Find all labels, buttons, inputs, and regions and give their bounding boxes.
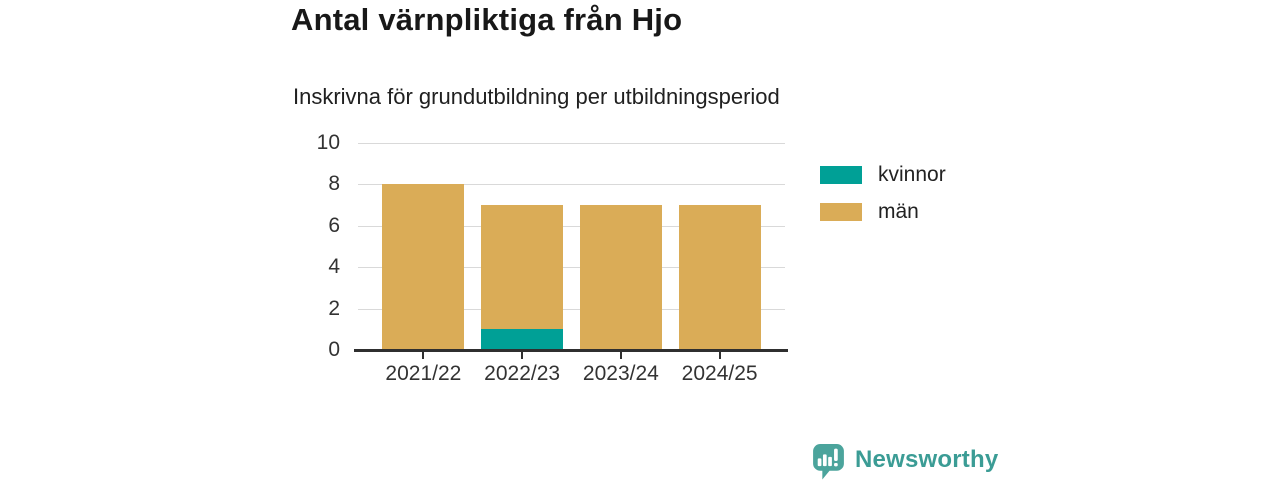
x-axis-line (354, 349, 788, 352)
x-tick-2021-22 (422, 352, 425, 359)
legend-label-man: män (878, 200, 919, 223)
bar-2021-22-män (382, 184, 465, 350)
legend: kvinnor män (820, 163, 946, 224)
x-tick-label-2021-22: 2021/22 (385, 362, 462, 385)
gridline-8 (358, 184, 785, 186)
gridline-6 (358, 225, 785, 227)
gridline-10 (358, 143, 785, 144)
chart-subtitle: Inskrivna för grundutbildning per utbild… (293, 84, 780, 109)
y-tick-label-10: 10 (316, 131, 340, 154)
y-tick-label-2: 2 (328, 296, 340, 320)
gridline-4 (358, 267, 785, 269)
x-tick-2022-23 (521, 352, 524, 359)
gridline-2 (358, 308, 785, 310)
legend-swatch-man (820, 203, 862, 221)
legend-swatch-kvinnor (820, 166, 862, 184)
chart-title: Antal värnpliktiga från Hjo (291, 2, 683, 37)
bar-2022-23-kvinnor (481, 329, 564, 350)
plot-area: 0 2 4 6 8 10 2021/22 2022/23 2023/24 2024/25 (317, 131, 788, 385)
x-tick-label-2024-25: 2024/25 (681, 362, 758, 385)
x-tick-label-2022-23: 2022/23 (484, 362, 561, 385)
y-tick-label-0: 0 (328, 338, 340, 361)
newsworthy-logo[interactable]: Newsworthy (810, 442, 998, 480)
legend-item-kvinnor: kvinnor (820, 163, 946, 187)
newsworthy-wordmark: Newsworthy (855, 446, 999, 473)
x-tick-2024-25 (718, 352, 721, 359)
x-tick-2023-24 (619, 352, 622, 359)
legend-item-man: män (820, 200, 946, 224)
legend-label-kvinnor: kvinnor (878, 163, 946, 186)
y-tick-label-4: 4 (328, 255, 340, 279)
bar-2024-25-män (678, 205, 761, 350)
y-tick-label-6: 6 (328, 213, 340, 237)
bar-2022-23-män (481, 205, 564, 330)
bar-2023-24-män (579, 205, 662, 350)
y-tick-label-8: 8 (328, 172, 340, 196)
bar-chart-speech-bubble-icon (813, 444, 844, 480)
x-tick-label-2023-24: 2023/24 (582, 362, 659, 385)
